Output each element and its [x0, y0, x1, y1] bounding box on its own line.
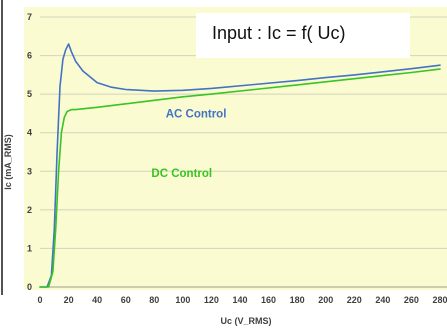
- x-tick-label: 40: [92, 295, 102, 305]
- x-tick-label: 160: [261, 295, 276, 305]
- series-line-dc-control: [39, 68, 441, 288]
- series-label-ac-control: AC Control: [166, 108, 227, 120]
- y-tick-label: 6: [27, 51, 32, 61]
- axes: 0 1 2 3 4 5 6 7 0 20 40 60 80 100 120 140 160 180 200 220 24…: [27, 12, 447, 305]
- x-tick-label: 100: [175, 295, 190, 305]
- x-tick-label: 80: [149, 295, 159, 305]
- title-background: [196, 13, 410, 58]
- x-tick-label: 200: [318, 295, 333, 305]
- x-tick-label: 180: [290, 295, 305, 305]
- y-tick-label: 4: [27, 128, 32, 138]
- x-tick-label: 260: [404, 295, 419, 305]
- series-line-ac-control: [39, 43, 441, 288]
- x-tick-label: 220: [347, 295, 362, 305]
- x-tick-label: 140: [232, 295, 247, 305]
- y-tick-label: 2: [27, 205, 32, 215]
- x-tick-label: 120: [204, 295, 219, 305]
- series-labels: AC Control DC Control: [151, 108, 226, 180]
- y-tick-label: 0: [27, 282, 32, 292]
- series-group: [39, 43, 441, 288]
- x-tick-label: 20: [64, 295, 74, 305]
- y-tick-label: 3: [27, 166, 32, 176]
- x-tick-label: 240: [375, 295, 390, 305]
- series-label-dc-control: DC Control: [151, 168, 212, 180]
- y-tick-label: 1: [27, 243, 32, 253]
- x-tick-label: 60: [121, 295, 131, 305]
- chart-title-box: Input : Ic = f( Uc): [196, 13, 410, 58]
- x-tick-label: 280: [432, 295, 447, 305]
- chart-title: Input : Ic = f( Uc): [212, 23, 346, 43]
- y-tick-label: 5: [27, 89, 32, 99]
- y-axis-title: Ic (mA_RMS): [3, 134, 13, 190]
- x-axis-title: Uc (V_RMS): [220, 316, 271, 326]
- x-tick-label: 0: [37, 295, 42, 305]
- y-tick-label: 7: [27, 12, 32, 22]
